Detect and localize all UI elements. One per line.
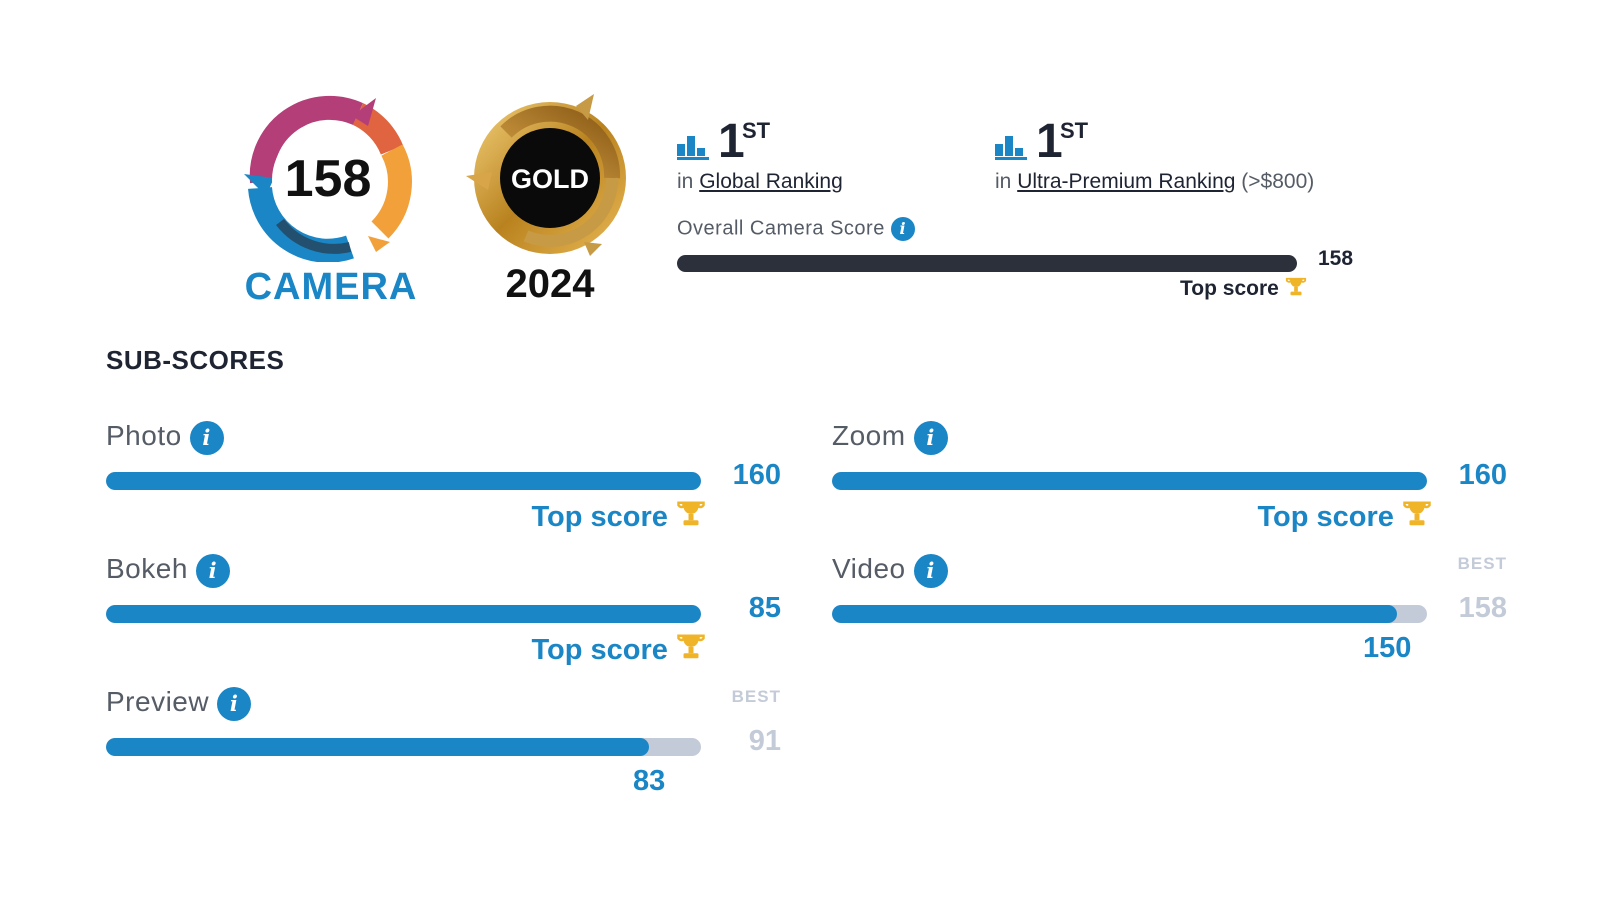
segment-ranking-line: in Ultra-Premium Ranking (>$800) bbox=[995, 170, 1314, 194]
info-icon[interactable]: i bbox=[195, 553, 230, 588]
subscore-value: 160 bbox=[1458, 459, 1507, 491]
rank-prefix: in bbox=[677, 170, 694, 193]
overall-score-text: Overall Camera Score bbox=[677, 217, 885, 240]
top-score-label: Top score bbox=[1180, 277, 1279, 300]
info-icon[interactable]: i bbox=[913, 420, 948, 455]
best-label: BEST bbox=[1457, 554, 1507, 573]
best-value: 158 bbox=[1458, 592, 1507, 624]
best-value: 91 bbox=[748, 725, 781, 757]
info-icon[interactable]: i bbox=[217, 686, 252, 721]
overall-score-value: 158 bbox=[1318, 247, 1354, 270]
subscore-label-text: Zoom bbox=[832, 420, 906, 451]
subscore-label-text: Photo bbox=[106, 420, 182, 451]
info-icon[interactable]: i bbox=[189, 420, 224, 455]
global-rank-number: 1 bbox=[718, 115, 745, 168]
subscore-track bbox=[106, 738, 701, 756]
trophy-icon bbox=[1403, 501, 1431, 526]
camera-score-number: 158 bbox=[285, 150, 372, 208]
global-ranking-line: in Global Ranking bbox=[677, 170, 843, 194]
info-icon[interactable]: i bbox=[890, 217, 915, 241]
subscore-bokeh: Bokeh i 85 Top score bbox=[106, 553, 781, 683]
price-range-note: (>$800) bbox=[1241, 170, 1315, 193]
gold-award-badge: GOLD bbox=[466, 94, 626, 256]
subscore-label-text: Video bbox=[832, 553, 906, 584]
ultra-premium-ranking-link[interactable]: Ultra-Premium Ranking bbox=[1017, 170, 1236, 193]
subscore-fill bbox=[832, 605, 1397, 623]
segment-rank-number: 1 bbox=[1036, 115, 1063, 168]
award-year: 2024 bbox=[505, 262, 595, 306]
subscore-track bbox=[106, 472, 701, 490]
bar-chart-icon bbox=[677, 134, 709, 160]
subscore-label: Zoom i bbox=[832, 420, 948, 455]
subscore-label: Preview i bbox=[106, 686, 252, 721]
global-ranking-link[interactable]: Global Ranking bbox=[699, 170, 843, 193]
subscore-photo: Photo i 160 Top score bbox=[106, 420, 781, 550]
subscore-value: 160 bbox=[732, 459, 781, 491]
section-title: SUB-SCORES bbox=[106, 345, 285, 375]
best-label: BEST bbox=[731, 687, 781, 706]
subscore-fill bbox=[106, 472, 701, 490]
camera-score-badge: 158 bbox=[244, 95, 412, 262]
overall-score-bar bbox=[677, 255, 1297, 272]
subscore-label: Photo i bbox=[106, 420, 224, 455]
trophy-icon bbox=[1285, 277, 1306, 296]
subscore-track bbox=[832, 605, 1427, 623]
segment-rank-suffix: ST bbox=[1060, 118, 1089, 143]
subscore-track bbox=[832, 472, 1427, 490]
subscore-label: Bokeh i bbox=[106, 553, 230, 588]
rank-prefix: in bbox=[995, 170, 1012, 193]
top-score-badge: Top score bbox=[106, 499, 781, 534]
subscore-track bbox=[106, 605, 701, 623]
subscore-value: 85 bbox=[748, 592, 781, 624]
subscore-value: 83 bbox=[633, 765, 666, 797]
subscore-video: Video i BEST 158 150 bbox=[832, 553, 1507, 683]
subscore-preview: Preview i BEST 91 83 bbox=[106, 686, 781, 816]
subscore-zoom: Zoom i 160 Top score bbox=[832, 420, 1507, 550]
gold-badge-label: GOLD bbox=[511, 164, 589, 194]
info-icon[interactable]: i bbox=[913, 553, 948, 588]
subscore-fill bbox=[832, 472, 1427, 490]
global-rank-suffix: ST bbox=[742, 118, 771, 143]
subscore-label-text: Bokeh bbox=[106, 553, 188, 584]
top-score-label: Top score bbox=[531, 634, 668, 666]
top-score-label: Top score bbox=[1257, 501, 1394, 533]
subscore-fill bbox=[106, 738, 649, 756]
top-score-badge: Top score bbox=[832, 499, 1507, 534]
subscore-fill bbox=[106, 605, 701, 623]
trophy-icon bbox=[677, 634, 705, 659]
subscore-value: 150 bbox=[1363, 632, 1412, 664]
trophy-icon bbox=[677, 501, 705, 526]
bar-chart-icon bbox=[995, 134, 1027, 160]
camera-badge-caption: CAMERA bbox=[244, 266, 418, 308]
top-score-badge: Top score bbox=[106, 632, 781, 667]
subscore-label: Video i bbox=[832, 553, 948, 588]
subscore-label-text: Preview bbox=[106, 686, 210, 717]
top-score-label: Top score bbox=[531, 501, 668, 533]
overall-score-label: Overall Camera Score i bbox=[677, 217, 915, 241]
overall-top-score: Top score bbox=[1180, 276, 1307, 301]
